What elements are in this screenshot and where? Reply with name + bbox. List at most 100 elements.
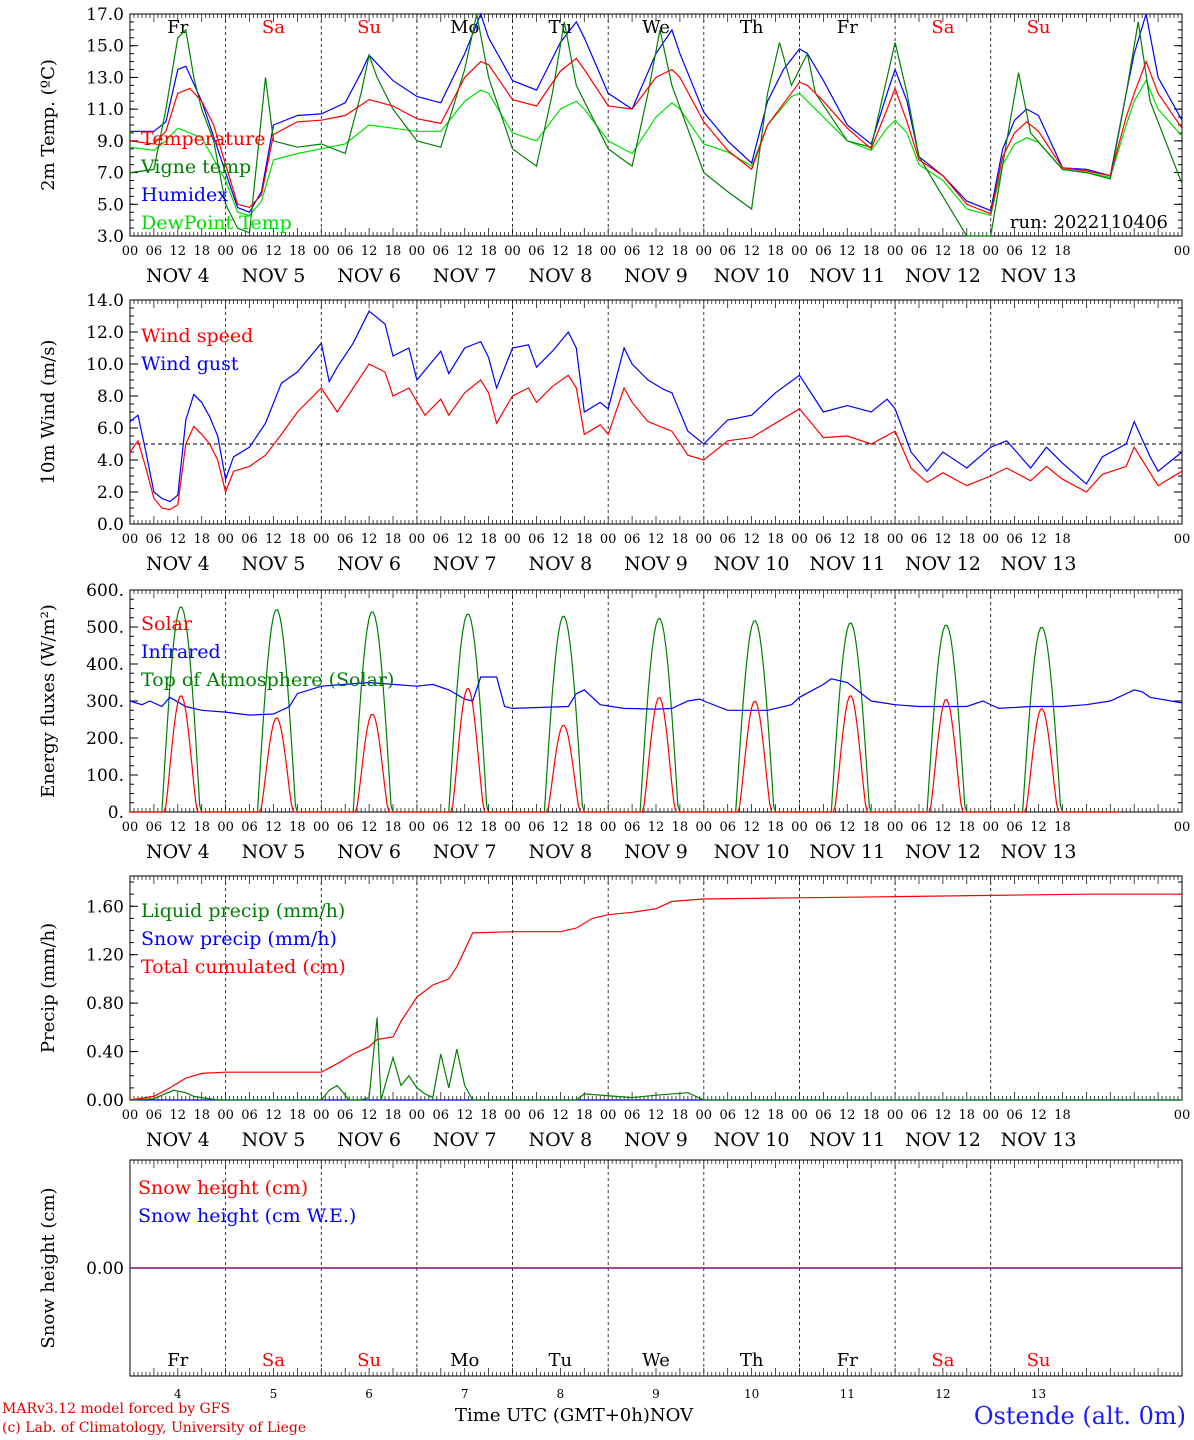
y-tick-label: 5.0 <box>97 195 124 215</box>
hour-tick-label: 12 <box>456 244 473 259</box>
day-number: 11 <box>840 1387 855 1401</box>
day-number: 13 <box>1031 1387 1046 1401</box>
hour-tick-label: 00 <box>409 820 426 835</box>
y-tick-label: 10.0 <box>86 355 124 375</box>
hour-tick-label: 06 <box>433 1108 450 1123</box>
hour-tick-label: 00 <box>696 1108 713 1123</box>
hour-tick-label: 12 <box>552 244 569 259</box>
hour-tick-label: 18 <box>959 820 976 835</box>
hour-tick-label: 06 <box>146 532 163 547</box>
hour-tick-label: 06 <box>241 532 258 547</box>
hour-tick-label: 12 <box>648 820 665 835</box>
hour-tick-label: 12 <box>743 820 760 835</box>
hour-tick-label: 06 <box>719 244 736 259</box>
y-tick-label: 17.0 <box>86 5 124 25</box>
date-label: NOV 11 <box>809 265 885 287</box>
weekday-label: Th <box>740 1350 764 1371</box>
hour-tick-label: 12 <box>265 1108 282 1123</box>
hour-tick-label: 12 <box>1030 244 1047 259</box>
weekday-label: Th <box>740 17 764 38</box>
series-line-infrared <box>129 676 1183 716</box>
hour-tick-label: 18 <box>767 1108 784 1123</box>
series-line-wind-gust <box>129 310 1183 503</box>
y-tick-label: 100. <box>86 766 124 786</box>
date-label: NOV 6 <box>337 265 401 287</box>
hour-tick-label: 06 <box>146 244 163 259</box>
y-tick-label: 500. <box>86 618 124 638</box>
hour-tick-label: 06 <box>337 820 354 835</box>
date-label: NOV 4 <box>146 1129 210 1151</box>
hour-tick-label: 12 <box>839 820 856 835</box>
hour-tick-label: 06 <box>624 244 641 259</box>
hour-tick-label: 12 <box>1030 532 1047 547</box>
hour-tick-label: 18 <box>672 244 689 259</box>
plot-frame <box>129 13 1183 237</box>
date-label: NOV 5 <box>242 265 306 287</box>
y-tick-label: 9.0 <box>97 132 124 152</box>
hour-tick-label: 06 <box>624 532 641 547</box>
hour-tick-label: 12 <box>361 820 378 835</box>
date-label: NOV 12 <box>905 841 981 863</box>
hour-tick-label: 12 <box>743 532 760 547</box>
y-tick-label: 11.0 <box>86 100 124 120</box>
weekday-label: Sa <box>262 17 285 38</box>
date-label: NOV 7 <box>433 1129 497 1151</box>
hour-tick-label: 00 <box>982 532 999 547</box>
hour-tick-label: 18 <box>959 532 976 547</box>
x-axis-title-text: Time UTC (GMT+0h) <box>455 1405 650 1426</box>
date-label: NOV 6 <box>337 1129 401 1151</box>
date-label: NOV 10 <box>714 265 790 287</box>
date-label: NOV 8 <box>529 841 593 863</box>
hour-tick-label: 12 <box>839 1108 856 1123</box>
hour-tick-label: 00 <box>504 244 521 259</box>
hour-tick-label: 06 <box>1006 532 1023 547</box>
hour-tick-label: 00 <box>122 1108 139 1123</box>
y-tick-label: 15.0 <box>86 37 124 57</box>
hour-tick-label: 12 <box>935 532 952 547</box>
date-label: NOV 6 <box>337 553 401 575</box>
hour-tick-label: 00 <box>600 244 617 259</box>
hour-tick-label: 18 <box>767 532 784 547</box>
hour-tick-label: 12 <box>743 1108 760 1123</box>
hour-tick-label: 00 <box>409 532 426 547</box>
hour-tick-label: 12 <box>552 532 569 547</box>
hour-tick-label: 12 <box>361 244 378 259</box>
legend-label: Humidex <box>141 184 228 206</box>
hour-tick-label: 18 <box>289 532 306 547</box>
y-tick-label: 0.00 <box>86 1259 124 1279</box>
y-tick-label: 1.60 <box>86 897 124 917</box>
series-line-total-cumulated-cm- <box>129 893 1182 1101</box>
series-line-temperature <box>129 57 1183 215</box>
hour-tick-label: 00 <box>1174 820 1191 835</box>
date-label: NOV 9 <box>624 1129 688 1151</box>
day-number: 12 <box>935 1387 950 1401</box>
hour-tick-label: 12 <box>1030 1108 1047 1123</box>
day-number: 5 <box>270 1387 278 1401</box>
hour-tick-label: 00 <box>696 820 713 835</box>
hour-tick-label: 12 <box>456 532 473 547</box>
hour-tick-label: 18 <box>576 1108 593 1123</box>
hour-tick-label: 18 <box>289 1108 306 1123</box>
hour-tick-label: 18 <box>289 244 306 259</box>
day-number: 10 <box>744 1387 759 1401</box>
hour-tick-label: 06 <box>815 532 832 547</box>
hour-tick-label: 18 <box>863 820 880 835</box>
hour-tick-label: 06 <box>719 532 736 547</box>
hour-tick-label: 00 <box>122 244 139 259</box>
hour-tick-label: 06 <box>528 244 545 259</box>
date-label: NOV 13 <box>1001 1129 1077 1151</box>
date-label: NOV 7 <box>433 265 497 287</box>
panel-2: 0.0 2.0 4.0 6.0 8.0 10.0 12.0 14.0 10m Wind (m/s… <box>38 291 1190 575</box>
hour-tick-label: 12 <box>648 1108 665 1123</box>
hour-tick-label: 00 <box>982 244 999 259</box>
y-tick-label: 4.0 <box>97 451 124 471</box>
hour-tick-label: 18 <box>1054 820 1071 835</box>
y-tick-label: 13.0 <box>86 68 124 88</box>
hour-tick-label: 06 <box>815 244 832 259</box>
credit-model: MARv3.12 model forced by GFS <box>2 1401 231 1417</box>
hour-tick-label: 06 <box>146 820 163 835</box>
legend-label: Wind gust <box>141 353 239 375</box>
day-number: 7 <box>461 1387 469 1401</box>
weekday-label: Fr <box>837 17 858 38</box>
hour-tick-label: 12 <box>361 1108 378 1123</box>
